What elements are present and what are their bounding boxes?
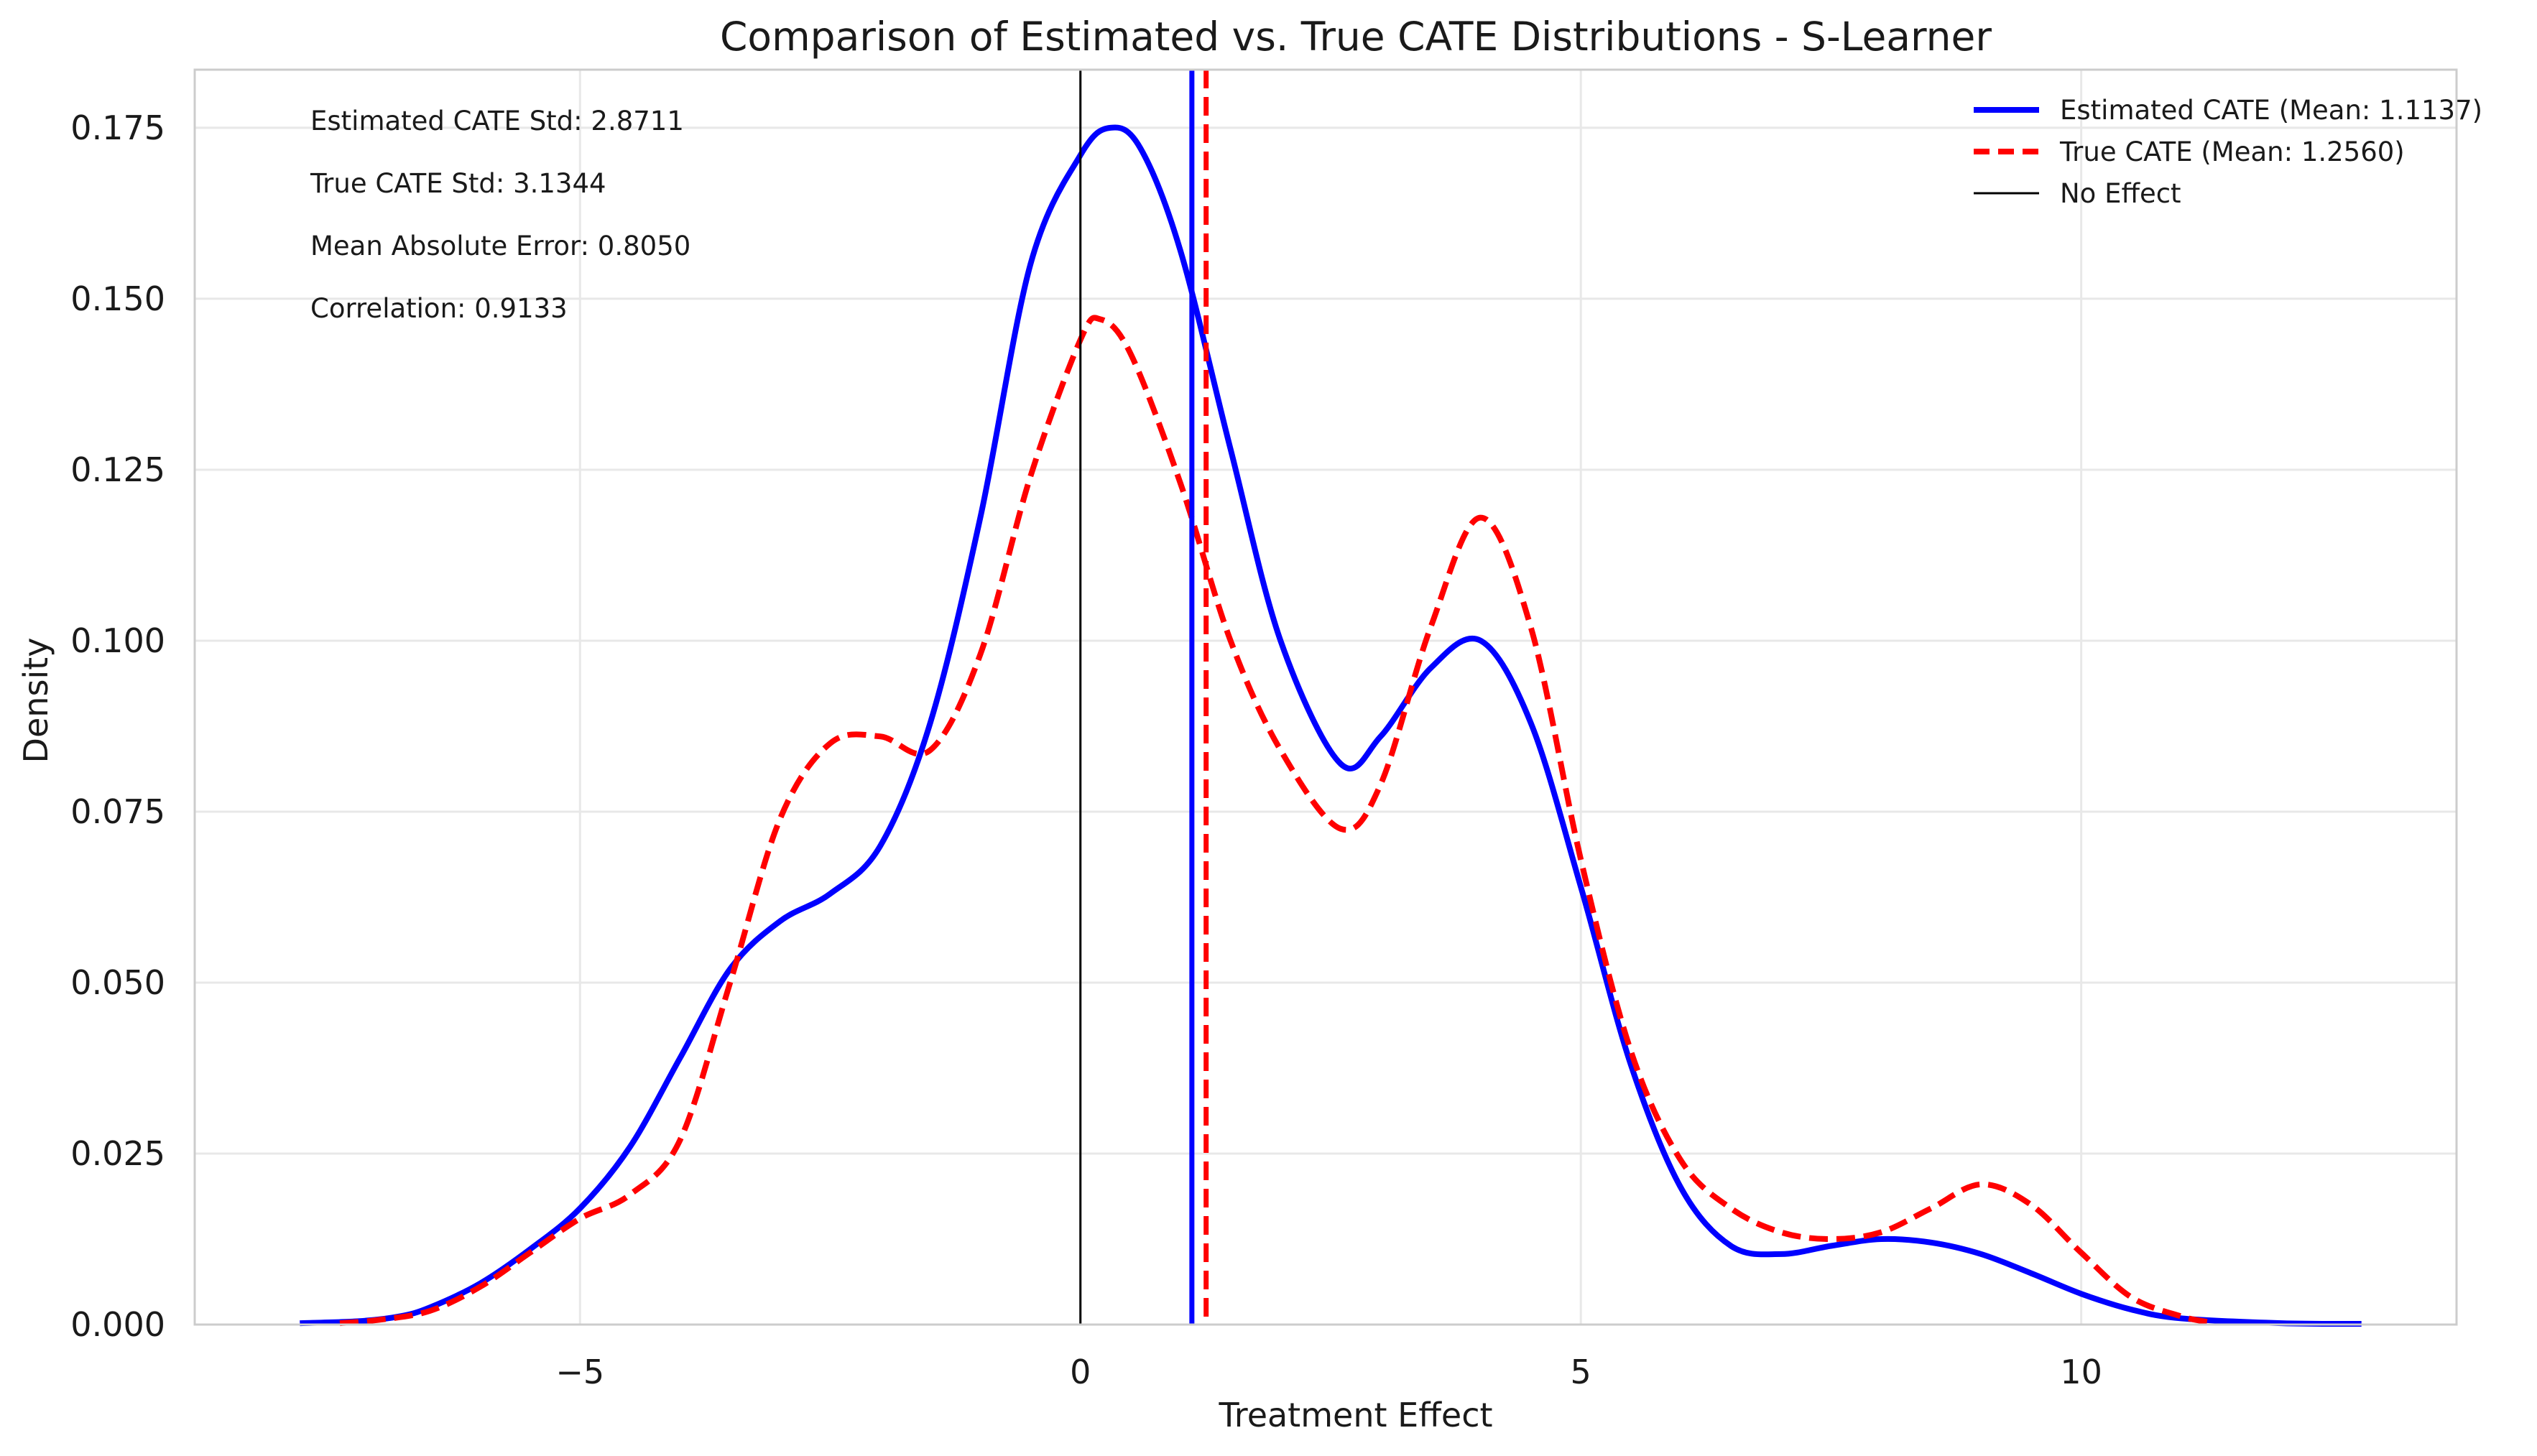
y-tick-label: 0.175	[70, 108, 165, 147]
y-tick-label: 0.075	[70, 792, 165, 831]
y-tick-label: 0.050	[70, 963, 165, 1002]
series-layer	[300, 124, 2362, 1327]
stat-annotation: Mean Absolute Error: 0.8050	[310, 231, 690, 261]
stat-annotation: True CATE Std: 3.1344	[310, 168, 606, 199]
x-tick-label: 0	[1070, 1353, 1091, 1391]
estimated-cate-curve	[300, 124, 2362, 1327]
legend-label: Estimated CATE (Mean: 1.1137)	[2060, 95, 2482, 126]
x-tick-label: 5	[1571, 1353, 1591, 1391]
y-tick-label: 0.000	[70, 1305, 165, 1344]
true-cate-curve	[339, 315, 2212, 1327]
y-tick-label: 0.150	[70, 279, 165, 318]
stat-annotation: Correlation: 0.9133	[310, 293, 568, 324]
grid-lines	[195, 70, 2457, 1326]
stat-annotation: Estimated CATE Std: 2.8711	[310, 106, 684, 136]
x-tick-label: −5	[555, 1353, 604, 1391]
reference-lines	[1079, 70, 1209, 1325]
stats-annotations: Estimated CATE Std: 2.8711 True CATE Std:…	[310, 106, 690, 324]
y-tick-labels: 0.000 0.025 0.050 0.075 0.100 0.125 0.150 0.175	[70, 108, 165, 1344]
y-tick-label: 0.100	[70, 621, 165, 660]
x-tick-label: 10	[2060, 1353, 2102, 1391]
y-tick-label: 0.025	[70, 1134, 165, 1173]
x-axis-label: Treatment Effect	[1218, 1396, 1492, 1434]
chart-title: Comparison of Estimated vs. True CATE Di…	[720, 14, 1992, 60]
plot-border	[193, 68, 2458, 1326]
x-tick-labels: −5 0 5 10	[555, 1353, 2102, 1391]
plot-area	[195, 70, 2457, 1325]
y-axis-label: Density	[17, 638, 55, 764]
legend-label: No Effect	[2060, 178, 2181, 209]
y-tick-label: 0.125	[70, 450, 165, 489]
legend-label: True CATE (Mean: 1.2560)	[2059, 136, 2405, 167]
legend: Estimated CATE (Mean: 1.1137) True CATE (…	[1974, 95, 2482, 209]
